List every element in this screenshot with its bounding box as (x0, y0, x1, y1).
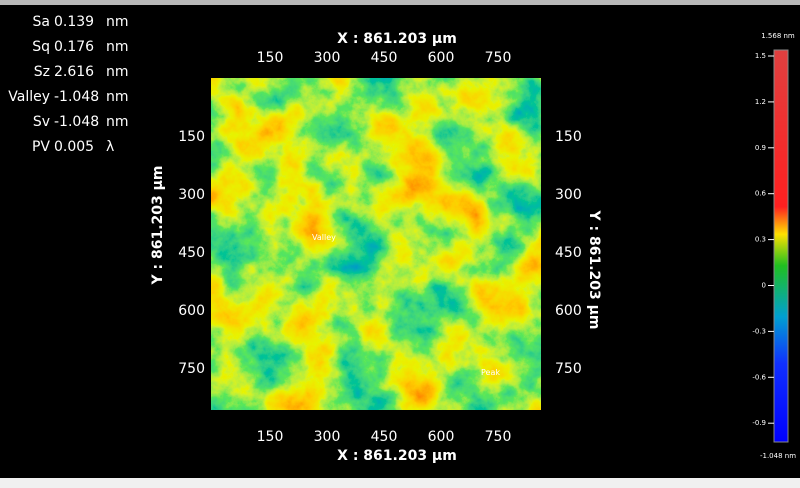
x-tick-label-bottom: 300 (314, 429, 341, 445)
y-tick-label-left: 150 (178, 129, 205, 145)
stat-value: 2.616 (54, 64, 94, 80)
x-tick-label-top: 450 (371, 50, 398, 66)
colorbar-tick-label: 0.9 (755, 144, 766, 152)
x-tick-label-bottom: 150 (257, 429, 284, 445)
y-tick-label-right: 150 (555, 129, 582, 145)
y-tick-label-right: 300 (555, 187, 582, 203)
x-tick-label-top: 150 (257, 50, 284, 66)
stat-unit: nm (106, 14, 129, 30)
stat-unit: λ (106, 139, 114, 155)
x-tick-label-top: 750 (485, 50, 512, 66)
stat-value: 0.139 (54, 14, 94, 30)
y-tick-label-left: 450 (178, 245, 205, 261)
stat-label: Sa (33, 14, 50, 30)
x-tick-label-bottom: 600 (428, 429, 455, 445)
y-tick-label-right: 750 (555, 361, 582, 377)
y-tick-label-right: 450 (555, 245, 582, 261)
colorbar (773, 49, 789, 443)
colorbar-tick-label: 0.6 (755, 190, 767, 198)
peak-marker: Peak (481, 368, 500, 377)
stat-unit: nm (106, 64, 129, 80)
y-tick-label-right: 600 (555, 303, 582, 319)
stat-value: -1.048 (54, 114, 99, 130)
stat-label: PV (32, 139, 50, 155)
height-map (211, 78, 541, 410)
colorbar-tick-label: -0.9 (752, 419, 766, 427)
stat-unit: nm (106, 89, 129, 105)
valley-marker: Valley (312, 233, 336, 242)
status-strip (0, 478, 800, 488)
colorbar-min: -1.048 nm (760, 452, 796, 460)
y-axis-title-left: Y : 861.203 µm (150, 165, 166, 285)
stat-value: -1.048 (54, 89, 99, 105)
x-tick-label-bottom: 450 (371, 429, 398, 445)
stat-label: Valley (8, 89, 50, 105)
y-tick-label-left: 600 (178, 303, 205, 319)
x-axis-title-top: X : 861.203 µm (337, 31, 457, 47)
colorbar-tick-label: 0 (762, 282, 766, 290)
stat-label: Sz (34, 64, 50, 80)
toolbar-strip (0, 0, 800, 5)
colorbar-tick-label: -0.3 (752, 327, 766, 335)
colorbar-tick-label: 0.3 (755, 236, 766, 244)
colorbar-tick-label: 1.2 (755, 98, 766, 106)
y-axis-title-right: Y : 861.203 µm (586, 209, 602, 329)
colorbar-tick-label: -0.6 (752, 373, 766, 381)
stat-value: 0.005 (54, 139, 94, 155)
stat-value: 0.176 (54, 39, 94, 55)
colorbar-tick-label: 1.5 (755, 52, 766, 60)
y-tick-label-left: 750 (178, 361, 205, 377)
x-tick-label-bottom: 750 (485, 429, 512, 445)
x-tick-label-top: 600 (428, 50, 455, 66)
x-tick-label-top: 300 (314, 50, 341, 66)
stat-unit: nm (106, 39, 129, 55)
stat-label: Sv (33, 114, 50, 130)
stat-label: Sq (32, 39, 50, 55)
colorbar-max: 1.568 nm (761, 32, 795, 40)
y-tick-label-left: 300 (178, 187, 205, 203)
x-axis-title-bottom: X : 861.203 µm (337, 448, 457, 464)
stat-unit: nm (106, 114, 129, 130)
